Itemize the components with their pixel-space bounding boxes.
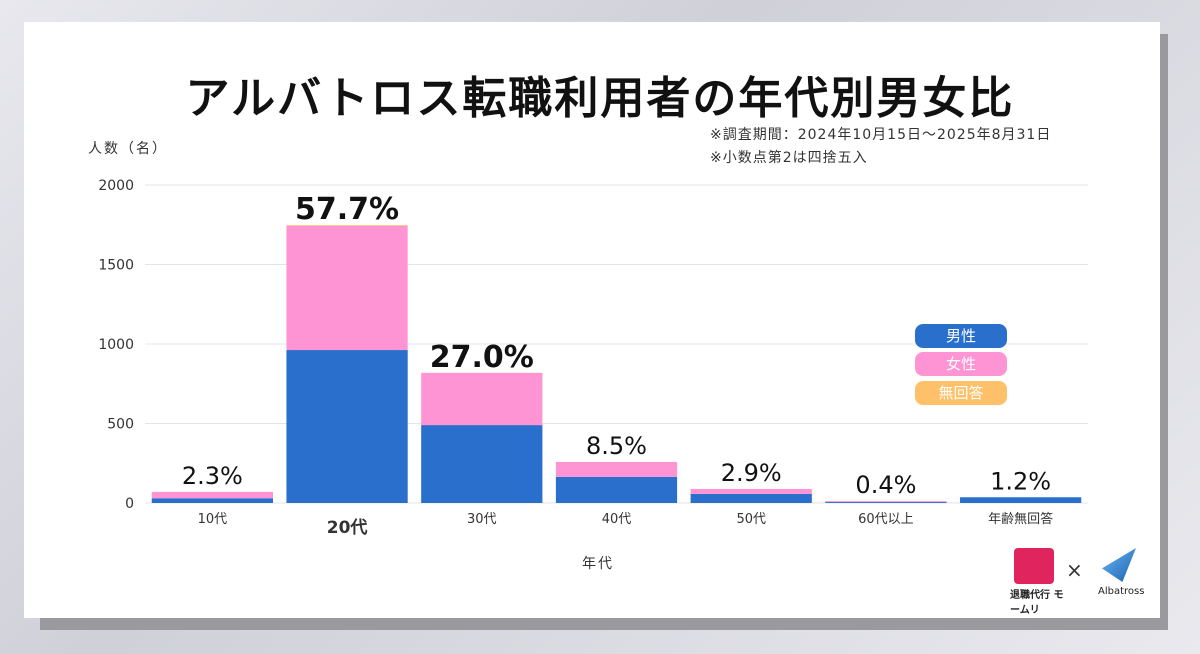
data-label: 57.7% <box>295 192 399 227</box>
x-tick-label: 40代 <box>602 512 632 527</box>
card <box>24 22 1160 618</box>
x-tick-label: 30代 <box>467 512 497 527</box>
bar-female <box>286 225 408 351</box>
bar-female <box>151 491 273 499</box>
rounding-note: ※小数点第2は四捨五入 <box>710 150 868 166</box>
data-label: 27.0% <box>430 340 534 375</box>
y-tick-label: 0 <box>125 496 134 512</box>
y-tick-label: 2000 <box>98 178 134 194</box>
data-label: 0.4% <box>855 471 916 499</box>
bar-male <box>825 502 947 503</box>
x-tick-label: 60代以上 <box>858 512 914 527</box>
momuri-logo-icon <box>1014 548 1054 584</box>
data-label: 2.3% <box>182 462 243 490</box>
y-tick-label: 500 <box>107 417 134 433</box>
legend-female: 女性 <box>915 352 1007 376</box>
x-tick-label: 20代 <box>327 517 368 538</box>
bar-male <box>286 350 408 503</box>
bar-female <box>421 372 543 426</box>
bar-male <box>151 498 273 503</box>
x-tick-label: 50代 <box>736 512 766 527</box>
momuri-logo-text: 退職代行 モームリ <box>1010 590 1064 616</box>
bar-female <box>555 461 678 477</box>
data-label: 1.2% <box>990 467 1051 495</box>
legend-male: 男性 <box>915 324 1007 348</box>
y-tick-label: 1000 <box>98 337 134 353</box>
bar-male <box>690 493 812 503</box>
bar-female <box>690 489 812 494</box>
data-label: 8.5% <box>586 432 647 460</box>
bar-male <box>555 476 678 503</box>
x-tick-label: 年齢無回答 <box>988 511 1053 527</box>
survey-period-note: ※調査期間：2024年10月15日～2025年8月31日 <box>710 127 1052 143</box>
x-axis-label: 年代 <box>582 556 614 572</box>
bar-female <box>825 501 947 503</box>
bar-no-answer <box>286 225 408 226</box>
legend-no-answer: 無回答 <box>915 381 1007 405</box>
chart-title: アルバトロス転職利用者の年代別男女比 <box>185 73 1015 124</box>
bar-male <box>421 425 543 503</box>
data-label: 2.9% <box>721 459 782 487</box>
albatross-logo-text: Albatross <box>1098 586 1145 597</box>
x-tick-label: 10代 <box>198 512 228 527</box>
y-tick-label: 1500 <box>98 258 134 274</box>
collab-separator: × <box>1066 558 1083 582</box>
y-axis-label: 人数（名） <box>88 141 168 157</box>
bar-male <box>960 497 1082 503</box>
